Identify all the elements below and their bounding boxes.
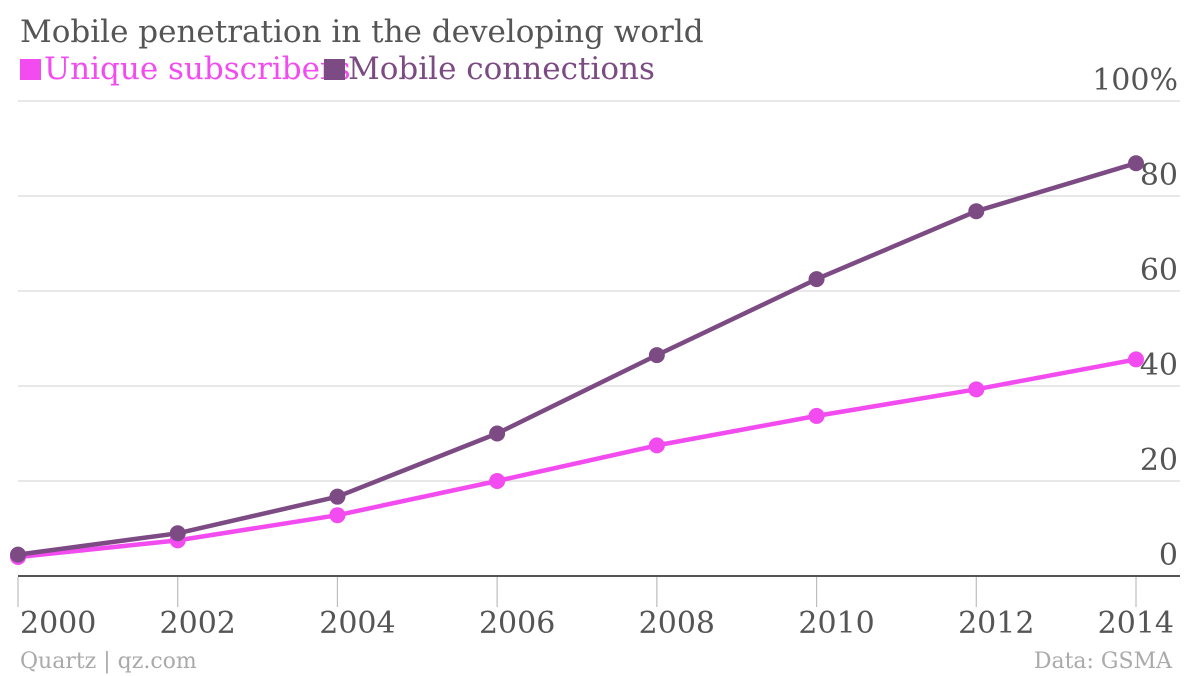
x-tick-label: 2002: [160, 606, 236, 641]
gridlines: [18, 100, 1180, 482]
data-point-mobile-connections: [808, 271, 825, 288]
data-source: Data: GSMA: [1034, 649, 1173, 674]
legend: Unique subscribers Mobile connections: [20, 51, 655, 87]
data-point-unique-subscribers: [648, 437, 665, 454]
data-point-mobile-connections: [968, 203, 985, 220]
x-tick-label: 2004: [319, 606, 395, 641]
data-point-mobile-connections: [489, 425, 506, 442]
legend-label-unique-subscribers: Unique subscribers: [44, 51, 351, 87]
x-tick-label: 2006: [479, 606, 555, 641]
data-point-unique-subscribers: [489, 473, 506, 489]
y-tick-label: 0: [1159, 538, 1178, 573]
chart-title: Mobile penetration in the developing wor…: [20, 14, 704, 50]
y-tick-label: 80: [1140, 158, 1178, 193]
y-tick-label: 60: [1140, 253, 1178, 288]
y-tick-label: 20: [1140, 443, 1178, 478]
series: [10, 155, 1144, 565]
data-point-unique-subscribers: [329, 507, 346, 524]
series-mobile-connections: [10, 155, 1144, 563]
x-tick-label: 2000: [20, 606, 96, 641]
series-line-unique-subscribers: [15, 357, 1139, 560]
x-tick-label: 2012: [958, 606, 1034, 641]
y-tick-label: 40: [1140, 348, 1178, 383]
data-point-mobile-connections: [648, 347, 665, 364]
data-point-unique-subscribers: [968, 381, 985, 398]
x-axis: 2000 2002 2004 2006 2008 2010 2012 2014: [17, 575, 1180, 641]
series-line-mobile-connections: [15, 160, 1139, 557]
x-tick-label: 2014: [1098, 606, 1174, 641]
legend-swatch-mobile-connections: [324, 59, 345, 80]
legend-swatch-unique-subscribers: [20, 59, 41, 80]
y-tick-label: 100%: [1092, 63, 1178, 98]
x-tick-label: 2010: [798, 606, 874, 641]
data-point-mobile-connections: [10, 546, 26, 563]
data-point-unique-subscribers: [808, 407, 825, 424]
data-point-mobile-connections: [1128, 155, 1144, 172]
y-axis-tick-labels: 0 20 40 60 80 100%: [1092, 63, 1178, 573]
x-tick-label: 2008: [639, 606, 715, 641]
data-point-mobile-connections: [329, 488, 346, 505]
data-point-unique-subscribers: [1128, 351, 1144, 368]
legend-label-mobile-connections: Mobile connections: [348, 51, 655, 87]
source-credit: Quartz | qz.com: [20, 649, 197, 674]
data-point-mobile-connections: [169, 525, 186, 542]
